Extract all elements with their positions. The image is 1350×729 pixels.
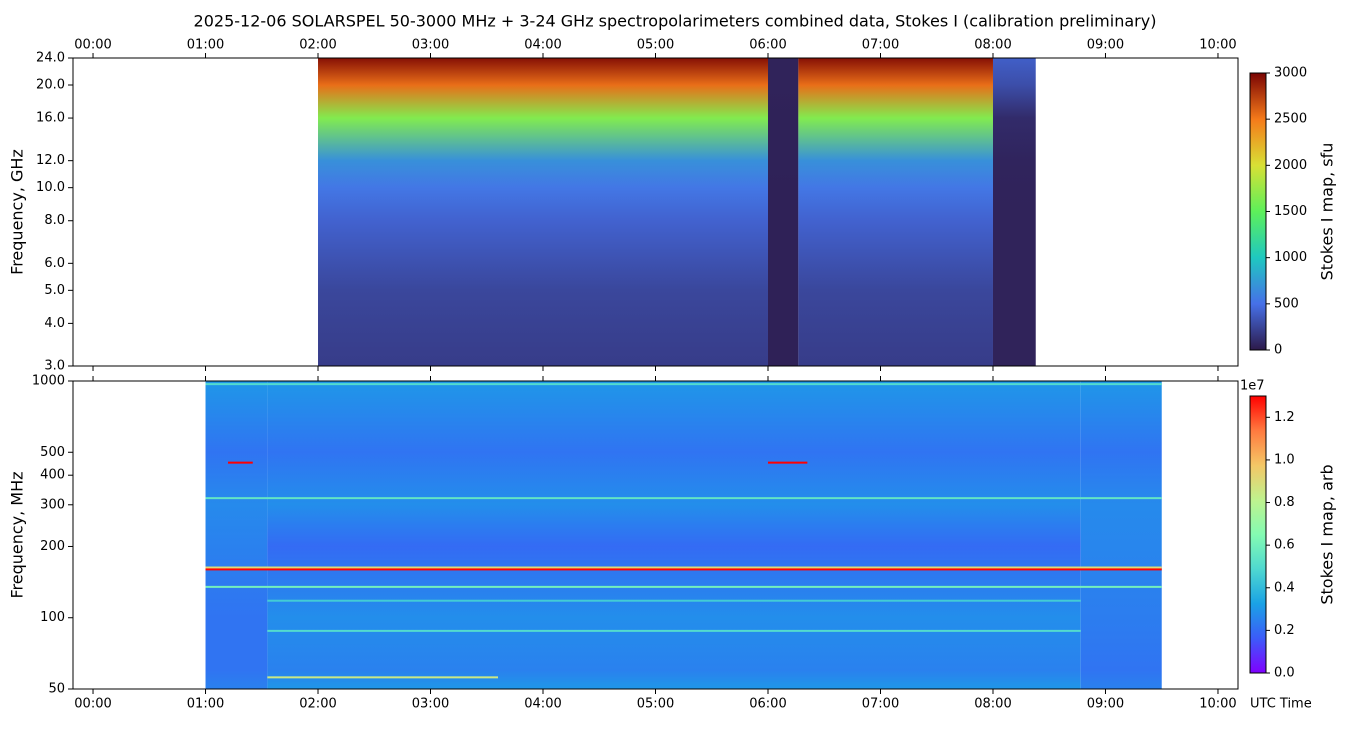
colorbar-tick-label: 3000 bbox=[1274, 66, 1307, 81]
y-tick-label: 300 bbox=[40, 497, 65, 512]
y-tick-label: 1000 bbox=[32, 374, 65, 389]
y-axis-label: Frequency, GHz bbox=[8, 149, 27, 275]
colorbar-label: Stokes I map, arb bbox=[1318, 464, 1337, 604]
emission-line bbox=[205, 497, 1162, 500]
emission-line bbox=[267, 676, 499, 679]
y-tick-label: 12.0 bbox=[36, 153, 65, 168]
x-tick-label: 10:00 bbox=[1199, 697, 1236, 712]
colorbar-tick-label: 1500 bbox=[1274, 204, 1307, 219]
colorbar-tick-label: 0.4 bbox=[1274, 580, 1295, 595]
x-tick-label: 00:00 bbox=[74, 697, 111, 712]
spectrogram-segment bbox=[318, 58, 768, 366]
emission-line bbox=[205, 568, 1162, 571]
x-tick-label: 10:00 bbox=[1199, 38, 1236, 53]
colorbar bbox=[1249, 395, 1267, 674]
x-tick-label: 01:00 bbox=[187, 38, 224, 53]
x-axis-label: UTC Time bbox=[1250, 697, 1312, 712]
spectrogram-segment bbox=[992, 58, 1036, 366]
x-tick-label: 07:00 bbox=[862, 38, 899, 53]
colorbar-tick-label: 2500 bbox=[1274, 112, 1307, 127]
spectrogram-segment bbox=[267, 381, 1081, 689]
y-tick-label: 16.0 bbox=[36, 111, 65, 126]
x-tick-label: 06:00 bbox=[749, 38, 786, 53]
emission-line bbox=[267, 599, 1081, 602]
spectrogram-segment bbox=[1080, 381, 1162, 689]
colorbar-label: Stokes I map, sfu bbox=[1318, 143, 1337, 281]
emission-line bbox=[267, 629, 1081, 632]
colorbar-tick-label: 0.0 bbox=[1274, 666, 1295, 681]
y-tick-label: 500 bbox=[40, 445, 65, 460]
spectrogram-segment bbox=[767, 58, 799, 366]
colorbar bbox=[1249, 72, 1267, 351]
colorbar-tick-label: 0.2 bbox=[1274, 623, 1295, 638]
x-tick-label: 03:00 bbox=[412, 38, 449, 53]
spectrogram-segment bbox=[798, 58, 993, 366]
y-tick-label: 4.0 bbox=[44, 316, 65, 331]
x-tick-label: 05:00 bbox=[637, 38, 674, 53]
emission-line bbox=[205, 383, 1162, 386]
y-tick-label: 8.0 bbox=[44, 213, 65, 228]
x-tick-label: 01:00 bbox=[187, 697, 224, 712]
x-tick-label: 04:00 bbox=[524, 697, 561, 712]
colorbar-tick-label: 0.8 bbox=[1274, 495, 1295, 510]
colorbar-tick-label: 0.6 bbox=[1274, 538, 1295, 553]
y-tick-label: 5.0 bbox=[44, 283, 65, 298]
y-tick-label: 6.0 bbox=[44, 256, 65, 271]
x-tick-label: 03:00 bbox=[412, 697, 449, 712]
y-tick-label: 100 bbox=[40, 610, 65, 625]
x-tick-label: 07:00 bbox=[862, 697, 899, 712]
emission-line bbox=[767, 461, 808, 464]
y-tick-label: 400 bbox=[40, 468, 65, 483]
x-tick-label: 09:00 bbox=[1087, 38, 1124, 53]
x-tick-label: 04:00 bbox=[524, 38, 561, 53]
colorbar-tick-label: 0 bbox=[1274, 343, 1282, 358]
emission-line bbox=[205, 585, 1162, 588]
chart-title: 2025-12-06 SOLARSPEL 50-3000 MHz + 3-24 … bbox=[194, 12, 1157, 31]
colorbar-tick-label: 2000 bbox=[1274, 158, 1307, 173]
y-tick-label: 50 bbox=[48, 682, 65, 697]
y-tick-label: 3.0 bbox=[44, 359, 65, 374]
colorbar-tick-label: 1.2 bbox=[1274, 410, 1295, 425]
x-tick-label: 08:00 bbox=[974, 38, 1011, 53]
x-tick-label: 00:00 bbox=[74, 38, 111, 53]
y-tick-label: 10.0 bbox=[36, 180, 65, 195]
x-tick-label: 02:00 bbox=[299, 697, 336, 712]
x-tick-label: 02:00 bbox=[299, 38, 336, 53]
colorbar-tick-label: 500 bbox=[1274, 296, 1299, 311]
emission-line bbox=[228, 461, 253, 464]
colorbar-offset: 1e7 bbox=[1240, 379, 1265, 394]
colorbar-tick-label: 1.0 bbox=[1274, 452, 1295, 467]
x-tick-label: 06:00 bbox=[749, 697, 786, 712]
x-tick-label: 08:00 bbox=[974, 697, 1011, 712]
x-tick-label: 09:00 bbox=[1087, 697, 1124, 712]
y-axis-label: Frequency, MHz bbox=[8, 471, 27, 598]
y-tick-label: 200 bbox=[40, 539, 65, 554]
y-tick-label: 20.0 bbox=[36, 78, 65, 93]
emission-line bbox=[205, 566, 1162, 569]
colorbar-tick-label: 1000 bbox=[1274, 250, 1307, 265]
x-tick-label: 05:00 bbox=[637, 697, 674, 712]
y-tick-label: 24.0 bbox=[36, 51, 65, 66]
spectrogram-segment bbox=[205, 381, 268, 689]
